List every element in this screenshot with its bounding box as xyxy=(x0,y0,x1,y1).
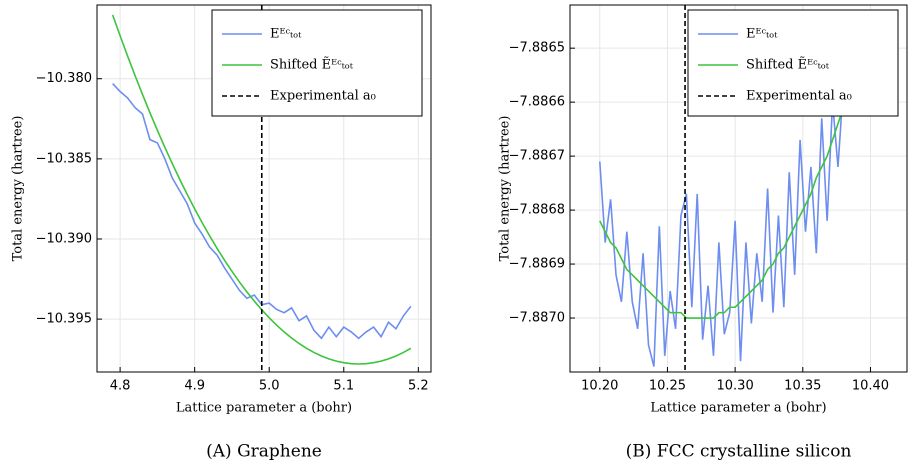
y-tick-label: −7.8869 xyxy=(509,257,565,272)
legend-label: Shifted Ẽᴱᶜₜₒₜ xyxy=(270,57,354,73)
plot-frame xyxy=(96,4,432,373)
y-tick-label: −7.8865 xyxy=(509,41,565,56)
y-tick-label: −7.8866 xyxy=(509,95,565,110)
legend-label: Eᴱᶜₜₒₜ xyxy=(746,27,778,42)
plot-frame xyxy=(569,4,908,373)
x-tick-label: 10.35 xyxy=(784,379,821,394)
x-tick-label: 4.8 xyxy=(110,379,131,394)
y-tick-label: −10.395 xyxy=(36,312,92,327)
x-tick-label: 4.9 xyxy=(184,379,205,394)
x-axis-label: Lattice parameter a (bohr) xyxy=(650,401,826,416)
panel-caption: (A) Graphene xyxy=(206,442,322,462)
x-tick-label: 10.25 xyxy=(649,379,686,394)
series-line xyxy=(599,91,850,319)
x-tick-label: 10.30 xyxy=(717,379,754,394)
y-tick-label: −10.385 xyxy=(36,151,92,166)
x-tick-label: 10.40 xyxy=(852,379,889,394)
y-tick-label: −7.8868 xyxy=(509,203,565,218)
legend-label: Experimental a₀ xyxy=(270,89,376,104)
x-axis-label: Lattice parameter a (bohr) xyxy=(176,401,352,416)
legend-box xyxy=(211,9,423,117)
series-line xyxy=(598,10,850,367)
y-tick-label: −10.390 xyxy=(36,231,92,246)
x-tick-label: 5.1 xyxy=(333,379,354,394)
legend-label: Shifted Ẽᴱᶜₜₒₜ xyxy=(746,57,830,73)
x-tick-label: 5.2 xyxy=(408,379,429,394)
y-tick-label: −10.380 xyxy=(36,71,92,86)
y-axis-label: Total energy (hartree) xyxy=(498,116,513,262)
y-axis-label: Total energy (hartree) xyxy=(11,116,26,262)
x-tick-label: 10.20 xyxy=(581,379,618,394)
panel-caption: (B) FCC crystalline silicon xyxy=(626,442,852,462)
y-tick-label: −7.8870 xyxy=(509,311,565,326)
x-tick-label: 5.0 xyxy=(259,379,280,394)
legend-box xyxy=(687,9,899,117)
legend-label: Experimental a₀ xyxy=(746,89,852,104)
legend-label: Eᴱᶜₜₒₜ xyxy=(270,27,302,42)
y-tick-label: −7.8867 xyxy=(509,149,565,164)
